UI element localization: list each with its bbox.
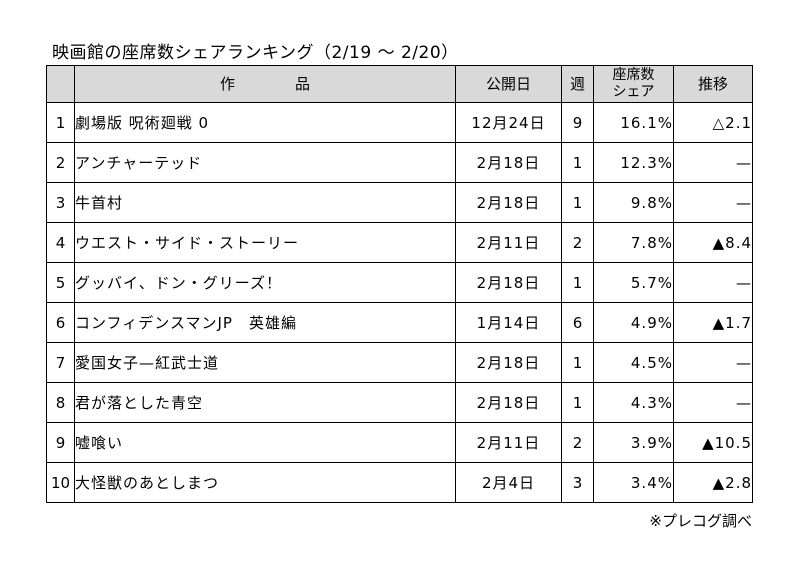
cell-rank: 1 [46, 102, 75, 143]
cell-title: グッバイ、ドン・グリーズ！ [74, 262, 456, 303]
cell-weeks: 3 [561, 462, 594, 503]
cell-rank: 8 [46, 382, 75, 423]
cell-release-date: 2月18日 [455, 142, 562, 183]
table-row: 7 愛国女子—紅武士道 2月18日 1 4.5% — [46, 342, 753, 383]
cell-title: 牛首村 [74, 182, 456, 223]
table-row: 2 アンチャーテッド 2月18日 1 12.3% — [46, 142, 753, 183]
cell-release-date: 2月4日 [455, 462, 562, 503]
cell-rank: 3 [46, 182, 75, 223]
cell-share: 16.1% [593, 102, 674, 143]
cell-weeks: 2 [561, 422, 594, 463]
cell-share: 3.4% [593, 462, 674, 503]
table-row: 3 牛首村 2月18日 1 9.8% — [46, 182, 753, 223]
cell-share: 7.8% [593, 222, 674, 263]
cell-trend: ▲1.7 [673, 302, 753, 343]
cell-trend: △2.1 [673, 102, 753, 143]
column-header-share: 座席数 シェア [593, 65, 674, 103]
column-header-trend: 推移 [673, 65, 753, 103]
table-row: 1 劇場版 呪術廻戦 0 12月24日 9 16.1% △2.1 [46, 102, 753, 143]
cell-release-date: 2月18日 [455, 182, 562, 223]
cell-trend: — [673, 382, 753, 423]
cell-release-date: 2月11日 [455, 422, 562, 463]
cell-rank: 10 [46, 462, 75, 503]
cell-rank: 9 [46, 422, 75, 463]
cell-trend: — [673, 262, 753, 303]
cell-weeks: 1 [561, 342, 594, 383]
cell-release-date: 2月18日 [455, 342, 562, 383]
cell-release-date: 12月24日 [455, 102, 562, 143]
cell-release-date: 2月11日 [455, 222, 562, 263]
table-row: 9 嘘喰い 2月11日 2 3.9% ▲10.5 [46, 422, 753, 463]
column-header-release-date: 公開日 [455, 65, 562, 103]
table-row: 5 グッバイ、ドン・グリーズ！ 2月18日 1 5.7% — [46, 262, 753, 303]
cell-weeks: 6 [561, 302, 594, 343]
cell-rank: 7 [46, 342, 75, 383]
cell-trend: ▲2.8 [673, 462, 753, 503]
cell-share: 12.3% [593, 142, 674, 183]
cell-trend: — [673, 142, 753, 183]
cell-share: 3.9% [593, 422, 674, 463]
cell-release-date: 2月18日 [455, 382, 562, 423]
cell-weeks: 9 [561, 102, 594, 143]
cell-trend: ▲10.5 [673, 422, 753, 463]
source-note: ※プレコグ調べ [649, 512, 752, 530]
cell-rank: 2 [46, 142, 75, 183]
column-header-share-line2: シェア [612, 84, 655, 100]
column-header-share-line1: 座席数 [612, 67, 655, 83]
cell-weeks: 1 [561, 142, 594, 183]
cell-title: ウエスト・サイド・ストーリー [74, 222, 456, 263]
cell-title: アンチャーテッド [74, 142, 456, 183]
cell-title: 愛国女子—紅武士道 [74, 342, 456, 383]
cell-trend: ▲8.4 [673, 222, 753, 263]
page-title: 映画館の座席数シェアランキング（2/19 ～ 2/20） [52, 43, 459, 63]
cell-weeks: 2 [561, 222, 594, 263]
cell-title: 君が落とした青空 [74, 382, 456, 423]
table-row: 6 コンフィデンスマンJP 英雄編 1月14日 6 4.9% ▲1.7 [46, 302, 753, 343]
table-row: 4 ウエスト・サイド・ストーリー 2月11日 2 7.8% ▲8.4 [46, 222, 753, 263]
cell-share: 9.8% [593, 182, 674, 223]
cell-weeks: 1 [561, 262, 594, 303]
cell-title: コンフィデンスマンJP 英雄編 [74, 302, 456, 343]
table-header-row: 作品 公開日 週 座席数 シェア 推移 [46, 65, 753, 103]
cell-trend: — [673, 342, 753, 383]
cell-weeks: 1 [561, 382, 594, 423]
cell-rank: 6 [46, 302, 75, 343]
cell-share: 4.5% [593, 342, 674, 383]
cell-release-date: 2月18日 [455, 262, 562, 303]
cell-title: 嘘喰い [74, 422, 456, 463]
cell-share: 4.9% [593, 302, 674, 343]
cell-title: 劇場版 呪術廻戦 0 [74, 102, 456, 143]
cell-title: 大怪獣のあとしまつ [74, 462, 456, 503]
cell-weeks: 1 [561, 182, 594, 223]
cell-release-date: 1月14日 [455, 302, 562, 343]
cell-share: 5.7% [593, 262, 674, 303]
cell-trend: — [673, 182, 753, 223]
table-row: 10 大怪獣のあとしまつ 2月4日 3 3.4% ▲2.8 [46, 462, 753, 503]
table-row: 8 君が落とした青空 2月18日 1 4.3% — [46, 382, 753, 423]
column-header-rank [46, 65, 75, 103]
cell-rank: 5 [46, 262, 75, 303]
cell-share: 4.3% [593, 382, 674, 423]
column-header-weeks: 週 [561, 65, 594, 103]
ranking-table: 作品 公開日 週 座席数 シェア 推移 1 劇場版 呪術廻戦 0 12月24日 9 16.… [46, 65, 753, 503]
cell-rank: 4 [46, 222, 75, 263]
column-header-title: 作品 [74, 65, 456, 103]
